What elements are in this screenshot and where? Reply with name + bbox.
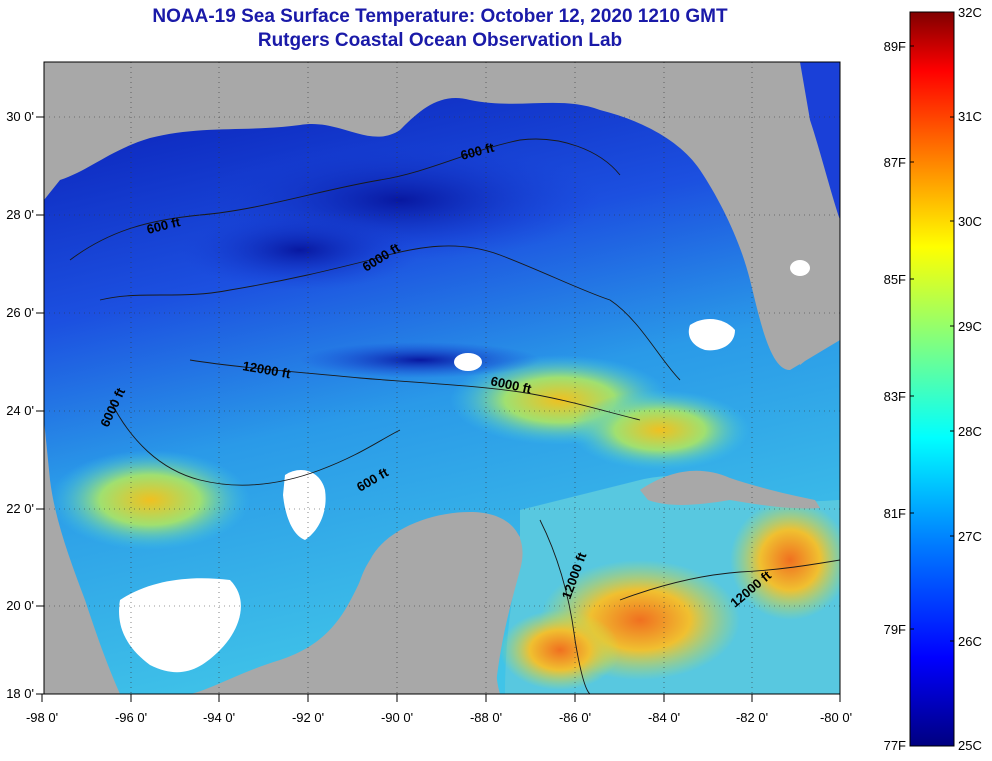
warm-patch-west xyxy=(50,450,250,550)
lat-label: 18 0' xyxy=(6,686,34,701)
colorbar-celsius-label: 31C xyxy=(958,109,982,124)
colorbar-celsius-label: 28C xyxy=(958,424,982,439)
map-subtitle: Rutgers Coastal Ocean Observation Lab xyxy=(257,30,623,51)
colorbar-celsius-label: 26C xyxy=(958,634,982,649)
lon-label: -92 0' xyxy=(292,710,324,725)
colorbar-fahrenheit-label: 83F xyxy=(884,389,906,404)
colorbar-fahrenheit-label: 77F xyxy=(884,738,906,753)
cold-patch-central xyxy=(180,210,420,290)
lon-label: -88 0' xyxy=(470,710,502,725)
lon-label: -82 0' xyxy=(736,710,768,725)
lat-label: 26 0' xyxy=(6,305,34,320)
colorbar-celsius-label: 27C xyxy=(958,529,982,544)
bathymetry-contours xyxy=(69,138,840,694)
lat-label: 30 0' xyxy=(6,109,34,124)
cloud-mask-east xyxy=(688,318,735,351)
atlantic-water xyxy=(800,62,840,220)
cloud-mask-central xyxy=(283,470,326,540)
colorbar-gradient xyxy=(909,11,955,747)
latitude-labels: 30 0' 28 0' 26 0' 24 0' 22 0' 20 0' 18 0… xyxy=(6,109,34,701)
lon-label: -96 0' xyxy=(115,710,147,725)
cloud-mask-small xyxy=(454,353,482,371)
map-frame xyxy=(43,61,841,695)
lat-label: 28 0' xyxy=(6,207,34,222)
warm-patch-far-east xyxy=(730,500,840,620)
lat-label: 24 0' xyxy=(6,403,34,418)
lat-label: 20 0' xyxy=(6,598,34,613)
colorbar-celsius-label: 32C xyxy=(958,5,982,20)
colorbar-fahrenheit-label: 89F xyxy=(884,39,906,54)
cold-band xyxy=(300,342,540,378)
longitude-labels: -98 0' -96 0' -94 0' -92 0' -90 0' -88 0… xyxy=(26,710,852,725)
lon-label: -84 0' xyxy=(648,710,680,725)
colorbar-celsius-label: 29C xyxy=(958,319,982,334)
lon-label: -86 0' xyxy=(559,710,591,725)
cuba-land xyxy=(640,470,820,509)
colorbar-fahrenheit-label: 81F xyxy=(884,506,906,521)
cloud-mask-southwest xyxy=(119,578,241,673)
colorbar-fahrenheit-label: 87F xyxy=(884,155,906,170)
lon-label: -90 0' xyxy=(381,710,413,725)
colorbar-celsius-label: 25C xyxy=(958,738,982,753)
colorbar: 32C 31C 30C 29C 28C 27C 26C 25C 89F 87F … xyxy=(884,5,982,753)
warm-patch-east xyxy=(570,390,750,470)
lat-label: 22 0' xyxy=(6,501,34,516)
colorbar-ticks xyxy=(910,45,954,642)
cloud-mask-florida xyxy=(790,260,810,276)
map-title: NOAA-19 Sea Surface Temperature: October… xyxy=(152,6,728,27)
yucatan-land xyxy=(300,512,523,694)
colorbar-celsius-label: 30C xyxy=(958,214,982,229)
graticule xyxy=(44,62,840,694)
colorbar-fahrenheit-label: 85F xyxy=(884,272,906,287)
warm-patch-south xyxy=(500,610,620,690)
lon-label: -98 0' xyxy=(26,710,58,725)
colorbar-fahrenheit-label: 79F xyxy=(884,622,906,637)
lon-label: -80 0' xyxy=(820,710,852,725)
axis-ticks xyxy=(36,116,841,702)
lon-label: -94 0' xyxy=(203,710,235,725)
